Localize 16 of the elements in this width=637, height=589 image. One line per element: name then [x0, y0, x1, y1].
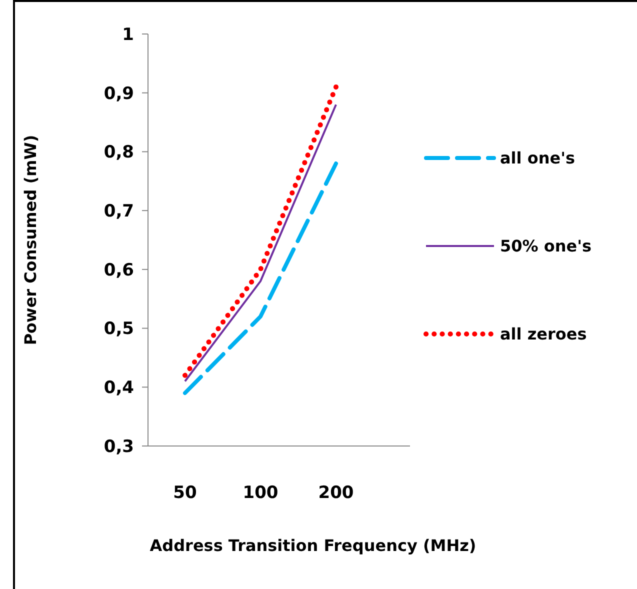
y-tick-label: 0,6: [104, 260, 134, 280]
y-tick-label: 0,4: [104, 378, 134, 398]
legend-label: all zeroes: [500, 324, 587, 344]
x-tick-label: 50: [173, 483, 197, 503]
y-tick-label: 1: [122, 24, 134, 45]
legend-label: all one's: [500, 148, 575, 168]
y-tick-label: 0,7: [104, 202, 134, 222]
y-tick-label: 0,3: [104, 436, 134, 457]
y-tick-label: 0,9: [104, 84, 134, 104]
y-axis-title: Power Consumed (mW): [21, 134, 40, 346]
x-axis-title: Address Transition Frequency (MHz): [150, 536, 476, 555]
y-tick-label: 0,8: [104, 142, 134, 163]
x-tick-label: 100: [242, 483, 278, 503]
legend-label: 50% one's: [500, 236, 592, 256]
x-tick-label: 200: [318, 483, 354, 503]
y-tick-label: 0,5: [104, 319, 134, 340]
